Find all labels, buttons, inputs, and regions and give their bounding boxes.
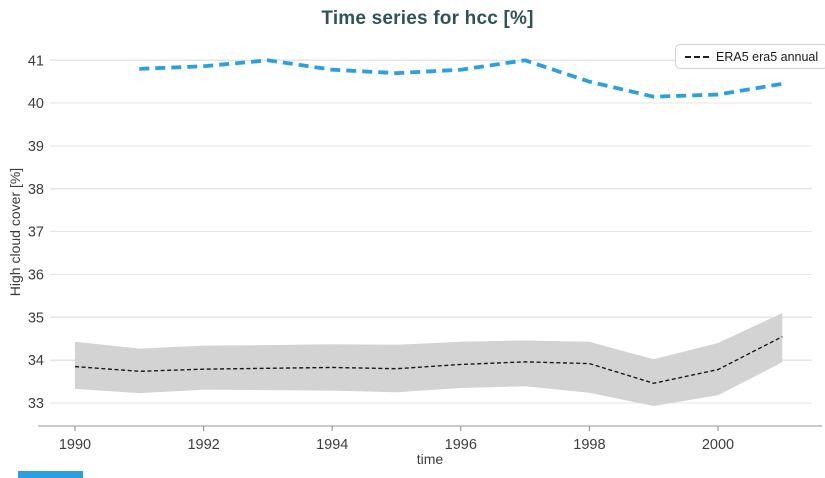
bottom-blue-bar-fragment bbox=[18, 471, 83, 478]
x-tick-label: 1994 bbox=[316, 437, 348, 453]
x-tick-label: 1996 bbox=[445, 437, 477, 453]
y-tick-label: 34 bbox=[28, 353, 44, 369]
blue-dashed-line bbox=[139, 58, 783, 99]
x-tick-label: 2000 bbox=[702, 437, 734, 453]
x-axis-title: time bbox=[416, 451, 444, 467]
y-tick-label: 40 bbox=[28, 96, 44, 112]
x-tick-label: 1992 bbox=[187, 437, 219, 453]
legend: ERA5 era5 annual bbox=[675, 44, 825, 69]
y-tick-label: 39 bbox=[28, 139, 44, 155]
y-tick-label: 36 bbox=[28, 267, 44, 283]
chart-title: Time series for hcc [%] bbox=[321, 8, 534, 29]
x-tick-label: 1998 bbox=[573, 437, 605, 453]
y-tick-label: 35 bbox=[28, 310, 44, 326]
y-axis-title: High cloud cover [%] bbox=[7, 167, 23, 297]
dashed-line-legend-icon bbox=[685, 55, 709, 58]
uncertainty-band bbox=[75, 313, 783, 406]
y-tick-label: 33 bbox=[28, 396, 44, 412]
y-tick-label: 38 bbox=[28, 182, 44, 198]
y-tick-label: 41 bbox=[28, 53, 44, 69]
y-tick-label: 37 bbox=[28, 225, 44, 241]
x-tick-label: 1990 bbox=[59, 437, 91, 453]
legend-label: ERA5 era5 annual bbox=[716, 49, 819, 64]
